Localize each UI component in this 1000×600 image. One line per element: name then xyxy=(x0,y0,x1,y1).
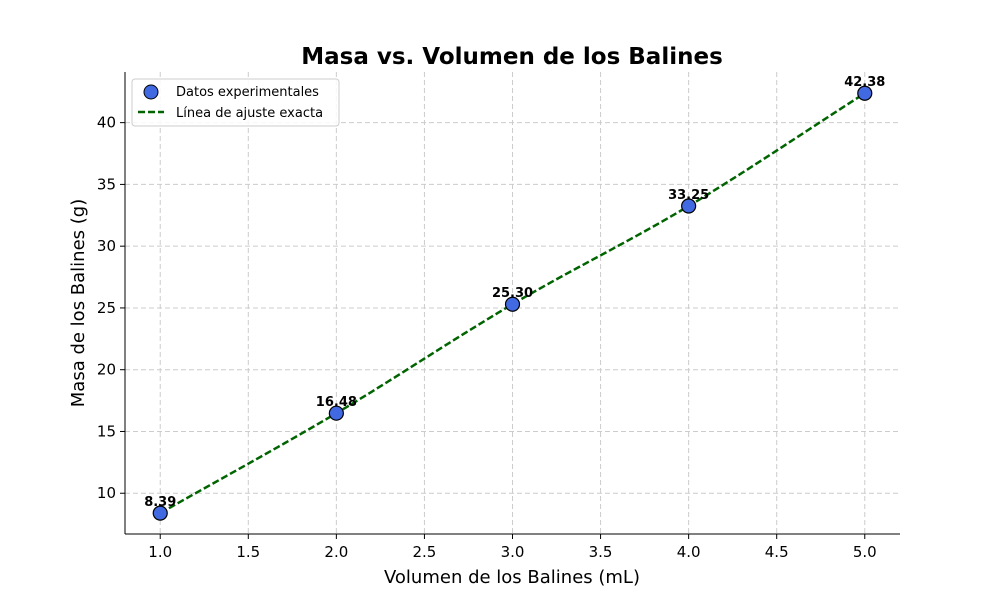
scatter-point xyxy=(857,85,873,101)
y-tick-label: 15 xyxy=(97,422,116,440)
legend-box xyxy=(131,78,340,127)
x-tick-label: 2.5 xyxy=(413,543,437,561)
x-tick-label: 4.0 xyxy=(677,543,701,561)
fit-line-layer xyxy=(159,92,866,515)
legend-label-scatter: Datos experimentales xyxy=(176,85,319,100)
data-label: 25.30 xyxy=(492,286,533,301)
data-label: 42.38 xyxy=(844,75,885,90)
scatter-point xyxy=(328,405,344,421)
data-labels-layer: 8.39 16.48 25.30 33.25 42.38 xyxy=(144,75,885,510)
x-tick-label: 3.5 xyxy=(589,543,613,561)
y-tick-label: 30 xyxy=(97,237,116,255)
x-tick-label: 3.0 xyxy=(501,543,525,561)
y-tick-label: 10 xyxy=(97,484,116,502)
y-tick-label: 40 xyxy=(97,114,116,132)
legend: Datos experimentales Línea de ajuste exa… xyxy=(131,78,340,127)
y-tick-label: 35 xyxy=(97,175,116,193)
scatter-points-layer xyxy=(152,85,873,521)
x-tick-label: 5.0 xyxy=(853,543,877,561)
x-tick-label: 1.5 xyxy=(236,543,260,561)
y-tick-label: 25 xyxy=(97,299,116,317)
x-tick-label: 4.5 xyxy=(765,543,789,561)
scatter-point xyxy=(681,198,697,214)
y-ticks: 10 15 20 25 30 35 40 xyxy=(97,114,125,502)
legend-label-line: Línea de ajuste exacta xyxy=(176,106,323,121)
data-label: 16.48 xyxy=(316,395,357,410)
y-tick-label: 20 xyxy=(97,361,116,379)
y-axis-title: Masa de los Balines (g) xyxy=(68,199,89,407)
chart-title: Masa vs. Volumen de los Balines xyxy=(301,44,723,70)
data-label: 8.39 xyxy=(144,495,176,510)
x-tick-label: 1.0 xyxy=(148,543,172,561)
scatter-point xyxy=(504,296,521,312)
x-axis-title: Volumen de los Balines (mL) xyxy=(384,567,640,588)
fit-line xyxy=(159,92,866,515)
legend-scatter-marker xyxy=(143,84,159,100)
x-ticks: 1.0 1.5 2.0 2.5 3.0 3.5 4.0 4.5 5.0 xyxy=(148,534,877,561)
data-label: 33.25 xyxy=(668,188,709,203)
scatter-point xyxy=(152,505,168,521)
x-tick-label: 2.0 xyxy=(324,543,348,561)
